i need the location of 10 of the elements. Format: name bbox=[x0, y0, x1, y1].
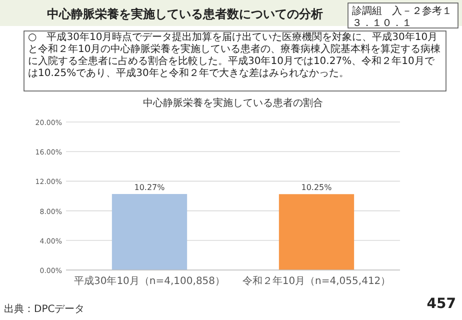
x-tick-label: 令和２年10月（n=4,055,412） bbox=[242, 275, 391, 287]
text: 診調組 入－２参考１ bbox=[352, 5, 452, 17]
chart-title: 中心静脈栄養を実施している患者数についての分析 bbox=[47, 7, 323, 21]
x-tick-label: 平成30年10月（n=4,100,858） bbox=[74, 275, 226, 287]
data-label: 10.25% bbox=[301, 183, 332, 192]
text: ３．１０．１ bbox=[352, 18, 412, 29]
text: 457 bbox=[426, 296, 456, 312]
data-label: 10.27% bbox=[134, 183, 166, 192]
source-note: 出典：DPCデータ bbox=[4, 303, 85, 315]
chart-subtitle: 中心静脈栄養を実施している患者の割合 bbox=[143, 97, 323, 109]
